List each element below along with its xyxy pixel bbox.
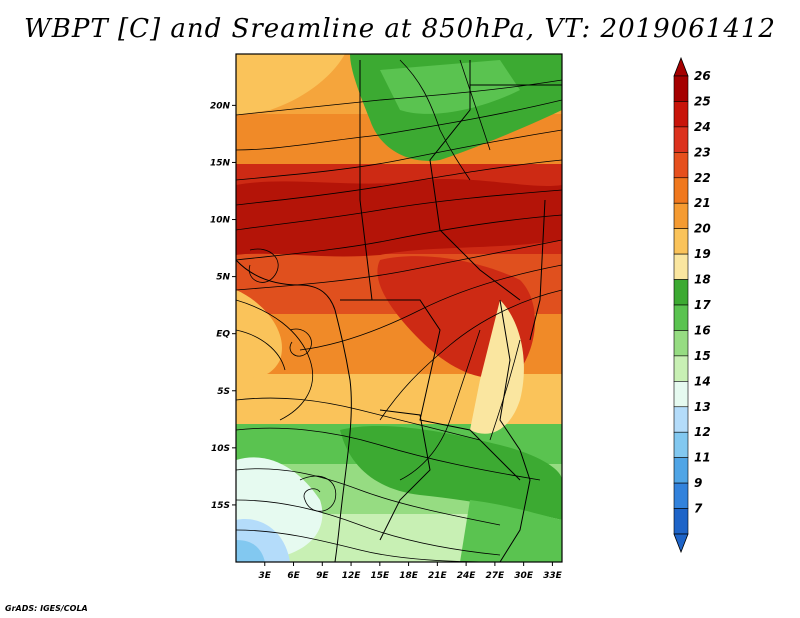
sw-colder: [236, 540, 265, 562]
colorbar-label: 20: [694, 222, 711, 236]
colorbar-bottom-arrow: [673, 533, 689, 554]
lat-tick-label: 10N: [210, 216, 231, 226]
east-highland: [470, 300, 524, 434]
hot-core: [236, 178, 562, 257]
colorbar-label: 15: [694, 349, 711, 363]
colorbar-top-arrow: [673, 56, 689, 77]
colorbar-label: 21: [694, 196, 711, 210]
colorbar-label: 26: [694, 69, 711, 83]
colorbar-swatch: [673, 253, 689, 280]
lon-tick-label: 12E: [342, 571, 362, 581]
lon-tick-label: 6E: [287, 571, 300, 581]
colorbar-label: 24: [694, 120, 711, 134]
lat-tick-label: 5N: [216, 273, 230, 283]
grads-credit: GrADS: IGES/COLA: [5, 604, 88, 613]
colorbar-swatch: [673, 152, 689, 179]
colorbar-label: 14: [694, 374, 711, 388]
lon-tick-label: 9E: [316, 571, 329, 581]
lat-tick-label: EQ: [216, 330, 230, 340]
lon-tick-label: 3E: [259, 571, 272, 581]
colorbar-swatch: [673, 406, 689, 433]
colorbar-label: 9: [694, 476, 702, 490]
lon-tick-label: 21E: [428, 571, 448, 581]
colorbar-swatch: [673, 381, 689, 408]
colorbar: 26 25 24 23 22 21 20 19 18 17 16 15 14 13 12 11 9 7: [673, 56, 711, 554]
longitude-axis: 3E 6E 9E 12E 15E 18E 21E 24E 27E 30E 33E: [259, 562, 563, 581]
colorbar-swatch: [673, 101, 689, 128]
lon-tick-label: 33E: [543, 571, 563, 581]
guinea-cool: [236, 290, 282, 378]
lat-tick-label: 20N: [210, 101, 231, 111]
lat-tick-label: 10S: [211, 444, 230, 454]
colorbar-swatch: [673, 355, 689, 382]
colorbar-label: 23: [694, 145, 711, 159]
colorbar-label: 7: [694, 502, 703, 516]
plot-frame: [235, 53, 563, 563]
lon-tick-label: 18E: [399, 571, 419, 581]
streamlines: [236, 59, 562, 562]
latitude-axis: 20N 15N 10N 5N EQ 5S 10S 15S: [210, 101, 236, 511]
colorbar-label: 19: [694, 247, 711, 261]
colorbar-swatch: [673, 202, 689, 229]
lon-tick-label: 27E: [486, 571, 506, 581]
colorbar-label: 17: [694, 298, 711, 312]
nw-light: [236, 54, 345, 115]
colorbar-swatch: [673, 457, 689, 484]
colorbar-label: 22: [694, 171, 711, 185]
colorbar-swatch: [673, 228, 689, 255]
colorbar-swatch: [673, 279, 689, 306]
se-green: [460, 500, 562, 562]
colorbar-swatch: [673, 177, 689, 204]
colorbar-label: 13: [694, 400, 711, 414]
chart-title: WBPT [C] and Sreamline at 850hPa, VT: 20…: [24, 14, 776, 44]
lat-tick-label: 15S: [211, 501, 230, 511]
colorbar-swatch: [673, 304, 689, 331]
colorbar-label: 18: [694, 273, 711, 287]
lat-tick-label: 5S: [217, 387, 230, 397]
lon-tick-label: 24E: [457, 571, 477, 581]
lon-tick-label: 15E: [370, 571, 390, 581]
colorbar-swatch: [673, 431, 689, 458]
colorbar-label: 25: [694, 94, 711, 108]
borders: [236, 60, 562, 562]
lon-tick-label: 30E: [514, 571, 534, 581]
shaded-field: [236, 54, 562, 562]
colorbar-swatch: [673, 75, 689, 102]
sahara-green-light: [380, 60, 520, 114]
colorbar-swatch: [673, 482, 689, 509]
colorbar-swatch: [673, 126, 689, 153]
colorbar-swatch: [673, 330, 689, 357]
colorbar-label: 12: [694, 425, 711, 439]
colorbar-swatch: [673, 508, 689, 535]
lat-tick-label: 15N: [210, 158, 231, 168]
colorbar-label: 16: [694, 323, 711, 337]
colorbar-label: 11: [694, 451, 711, 465]
